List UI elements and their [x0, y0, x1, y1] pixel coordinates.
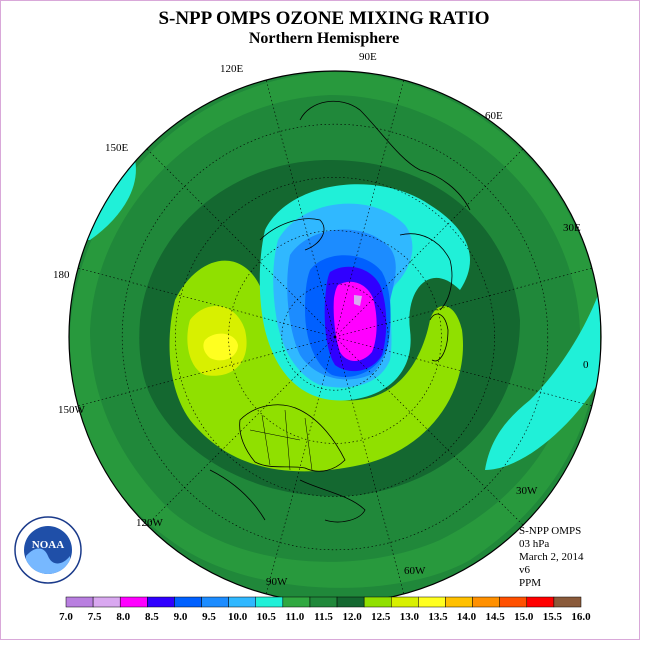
- colorbar-swatch: [119, 596, 148, 608]
- figure-frame: [0, 0, 640, 640]
- colorbar-swatch: [174, 596, 202, 608]
- colorbar-tick-label: 7.5: [88, 611, 102, 623]
- field-10.5-edge-east: [485, 290, 600, 470]
- colorbar-tick-label: 14.0: [457, 611, 477, 623]
- latitude-circle: [228, 230, 442, 444]
- colorbar-tick-label: 8.5: [145, 611, 159, 623]
- lon-label-30w: 30W: [516, 485, 538, 497]
- colorbar-swatch: [92, 596, 121, 608]
- colorbar: 7.0 7.5 8.0 8.5 9.0 9.5 10.0 10.5 11.0 11.5 12.0 12…: [59, 596, 591, 623]
- colorbar-tick-label: 11.0: [286, 611, 305, 623]
- graticule: [77, 79, 593, 595]
- meridian-line: [334, 336, 524, 526]
- noaa-logo: NOAA: [14, 516, 82, 584]
- colorbar-tick-label: 13.5: [428, 611, 448, 623]
- meridian-line: [77, 267, 336, 338]
- lon-label-180: 180: [53, 269, 70, 281]
- lon-label-90e: 90E: [359, 51, 377, 63]
- colorbar-tick-label: 13.0: [400, 611, 420, 623]
- coastlines: [209, 101, 471, 523]
- colorbar-tick-label: 12.0: [342, 611, 362, 623]
- colorbar-swatch: [336, 596, 365, 608]
- meridian-line: [334, 336, 593, 407]
- colorbar-tick-label: 10.0: [228, 611, 248, 623]
- field-12.5: [169, 260, 464, 472]
- colorbar-tick-label: 9.5: [202, 611, 216, 623]
- colorbar-tick-label: 14.5: [486, 611, 506, 623]
- colorbar-swatch: [363, 596, 392, 608]
- field-13.5: [203, 333, 238, 361]
- meridian-line: [265, 336, 336, 595]
- lon-label-60w: 60W: [404, 565, 426, 577]
- svg-text:NOAA: NOAA: [32, 539, 64, 551]
- lon-label-30e: 30E: [563, 222, 581, 234]
- colorbar-tick-label: 15.0: [514, 611, 534, 623]
- meridian-line: [334, 336, 405, 595]
- meridian-line: [334, 267, 593, 338]
- colorbar-swatch: [499, 596, 528, 608]
- colorbar-swatch: [65, 596, 94, 608]
- meridian-line: [265, 79, 336, 338]
- field-8.0: [333, 281, 377, 361]
- colorbar-swatch: [147, 596, 175, 608]
- lon-label-0: 0: [583, 359, 589, 371]
- colorbar-swatch: [418, 596, 446, 608]
- lon-label-120w: 120W: [136, 517, 163, 529]
- colorbar-tick-label: 8.0: [116, 611, 130, 623]
- meridian-line: [334, 79, 405, 338]
- colorbar-swatch: [553, 596, 582, 608]
- colorbar-tick-label: 10.5: [257, 611, 277, 623]
- lon-label-150e: 150E: [105, 142, 129, 154]
- field-7.5: [354, 295, 362, 306]
- info-pressure-level: 03 hPa: [519, 538, 550, 550]
- colorbar-tick-label: 16.0: [571, 611, 591, 623]
- latitude-circle: [281, 283, 389, 391]
- meridian-line: [146, 336, 336, 526]
- product-info: S-NPP OMPS 03 hPa March 2, 2014 v6 PPM: [519, 525, 583, 590]
- colorbar-swatch: [445, 596, 473, 608]
- colorbar-tick-label: 11.5: [314, 611, 333, 623]
- lon-label-150w: 150W: [58, 404, 85, 416]
- latitude-circle: [175, 177, 495, 497]
- colorbar-tick-label: 12.5: [371, 611, 391, 623]
- info-date: March 2, 2014: [519, 551, 584, 563]
- colorbar-tick-label: 9.0: [174, 611, 188, 623]
- lon-label-90w: 90W: [266, 576, 288, 588]
- colorbar-swatch: [255, 596, 284, 608]
- meridian-line: [77, 336, 336, 407]
- info-version: v6: [519, 564, 530, 576]
- colorbar-swatch: [309, 596, 338, 608]
- colorbar-swatch: [526, 596, 555, 608]
- colorbar-swatch: [282, 596, 311, 608]
- info-instrument: S-NPP OMPS: [519, 525, 582, 537]
- meridian-line: [146, 148, 336, 338]
- colorbar-swatch: [201, 596, 229, 608]
- colorbar-tick-label: 7.0: [59, 611, 73, 623]
- meridian-line: [334, 148, 524, 338]
- colorbar-swatch: [391, 596, 419, 608]
- colorbar-tick-label: 15.5: [543, 611, 563, 623]
- lon-label-120e: 120E: [220, 63, 244, 75]
- colorbar-swatch: [228, 596, 256, 608]
- map-title: S-NPP OMPS OZONE MIXING RATIO: [158, 8, 490, 29]
- latitude-circle: [121, 123, 549, 551]
- lon-label-60e: 60E: [485, 110, 503, 122]
- colorbar-swatch: [472, 596, 500, 608]
- info-units: PPM: [519, 577, 542, 589]
- map-subtitle: Northern Hemisphere: [248, 30, 400, 47]
